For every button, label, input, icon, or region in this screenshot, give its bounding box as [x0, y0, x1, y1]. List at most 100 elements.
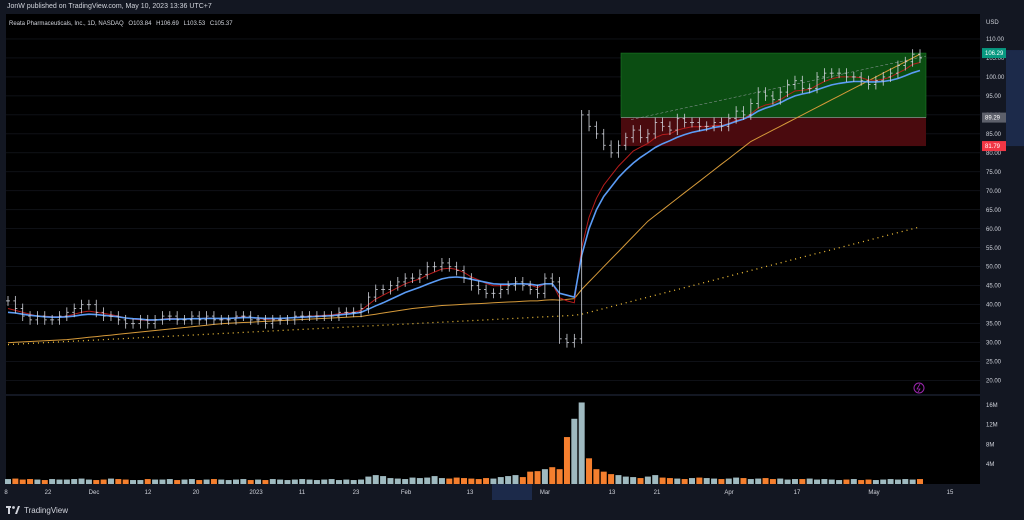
volume-bar	[659, 477, 666, 484]
time-tick-label: 20	[193, 490, 200, 496]
volume-bar	[438, 478, 445, 484]
volume-axis-labels: 16M 12M 8M 4M	[986, 403, 998, 468]
volume-bar	[777, 478, 784, 484]
profit-zone	[620, 52, 927, 118]
volume-bar	[328, 479, 335, 484]
close-label: C	[210, 21, 215, 27]
price-tag-box	[982, 141, 1006, 152]
volume-pane[interactable]	[6, 396, 980, 484]
volume-bar	[100, 479, 107, 484]
volume-bar	[784, 479, 791, 484]
volume-bar	[350, 480, 357, 484]
currency-label: USD	[986, 20, 999, 26]
publish-text: JonW published on TradingView.com, May 1…	[7, 3, 212, 10]
volume-bar	[27, 479, 34, 484]
volume-bar	[917, 479, 923, 484]
volume-bar	[637, 478, 644, 484]
volume-bar	[34, 479, 41, 484]
time-tick-label: 12	[145, 490, 152, 496]
price-tick-label: 85.00	[986, 132, 1002, 138]
price-tick-label: 70.00	[986, 189, 1002, 195]
trend-dashed-line	[630, 55, 927, 120]
position-zones[interactable]	[620, 52, 927, 147]
volume-bar	[615, 475, 622, 484]
volume-bar	[865, 479, 872, 484]
price-tick-label: 80.00	[986, 151, 1002, 157]
volume-bar	[453, 477, 460, 484]
volume-bar	[159, 479, 166, 484]
volume-bar	[71, 479, 78, 484]
volume-bar	[313, 480, 320, 484]
volume-bar	[225, 480, 232, 484]
volume-bar	[5, 479, 11, 484]
time-tick-label: Mar	[540, 490, 550, 496]
volume-bar	[137, 480, 144, 484]
volume-bar	[181, 479, 188, 484]
price-tags: 106.29 89.29 81.79	[982, 48, 1024, 152]
volume-bar	[152, 479, 159, 484]
footer: TradingView	[0, 500, 1024, 520]
volume-bar	[402, 479, 409, 484]
price-tag-box	[982, 48, 1006, 59]
volume-bar	[196, 480, 203, 484]
volume-bar	[600, 471, 607, 484]
volume-bar	[394, 478, 401, 484]
volume-bar	[711, 478, 718, 484]
volume-bar	[505, 476, 512, 484]
volume-bar	[762, 478, 769, 484]
footer-brand[interactable]: TradingView	[24, 505, 69, 515]
tradingview-logo-icon[interactable]	[6, 506, 20, 514]
price-tick-label: 35.00	[986, 322, 1002, 328]
volume-bar	[556, 469, 563, 484]
price-tick-label: 20.00	[986, 379, 1002, 385]
volume-bar	[446, 478, 453, 484]
volume-bar	[483, 478, 490, 484]
volume-bar	[666, 478, 673, 484]
volume-bar	[321, 479, 328, 484]
volume-tick-label: 16M	[986, 403, 998, 409]
volume-bar	[806, 478, 813, 484]
time-tick-label: 22	[45, 490, 52, 496]
volume-bar	[475, 479, 482, 484]
orange-ma-line	[7, 53, 921, 344]
volume-bar	[622, 476, 629, 484]
time-tick-label: Apr	[724, 490, 733, 496]
volume-bar	[49, 479, 56, 484]
volume-tick-label: 12M	[986, 423, 998, 429]
volume-bar	[769, 479, 776, 484]
lightning-icon[interactable]	[913, 382, 925, 394]
price-tick-label: 100.00	[986, 75, 1005, 81]
volume-bar	[12, 478, 19, 484]
price-tick-label: 30.00	[986, 341, 1002, 347]
volume-bar	[755, 478, 762, 484]
volume-bar	[725, 478, 732, 484]
volume-bar	[188, 479, 195, 484]
volume-bar	[78, 478, 85, 484]
volume-bar	[799, 479, 806, 484]
price-tick-label: 55.00	[986, 246, 1002, 252]
time-tick-label: 13	[609, 490, 616, 496]
volume-bar	[262, 480, 269, 484]
time-tick-label: 23	[353, 490, 360, 496]
ohlc-bars	[6, 49, 922, 348]
volume-bar	[791, 479, 798, 484]
price-tag-label: 81.79	[985, 144, 1001, 150]
high-label: H	[156, 21, 160, 27]
symbol-name: Reata Pharmaceuticals, Inc., 1D, NASDAQ	[9, 21, 124, 27]
volume-bar	[894, 479, 901, 484]
time-tick-label: 2023	[249, 490, 263, 496]
volume-bar	[218, 479, 225, 484]
volume-tick-label: 4M	[986, 462, 994, 468]
volume-bar	[821, 479, 828, 484]
publish-info: JonW published on TradingView.com, May 1…	[0, 0, 1024, 14]
volume-bar	[107, 478, 114, 484]
time-tick-label: Dec	[89, 490, 100, 496]
axis-range-highlight	[1006, 50, 1024, 147]
volume-bar	[887, 479, 894, 484]
volume-bar	[409, 477, 416, 484]
volume-bar	[115, 479, 122, 484]
volume-bar	[277, 479, 284, 484]
volume-bar	[872, 480, 879, 484]
